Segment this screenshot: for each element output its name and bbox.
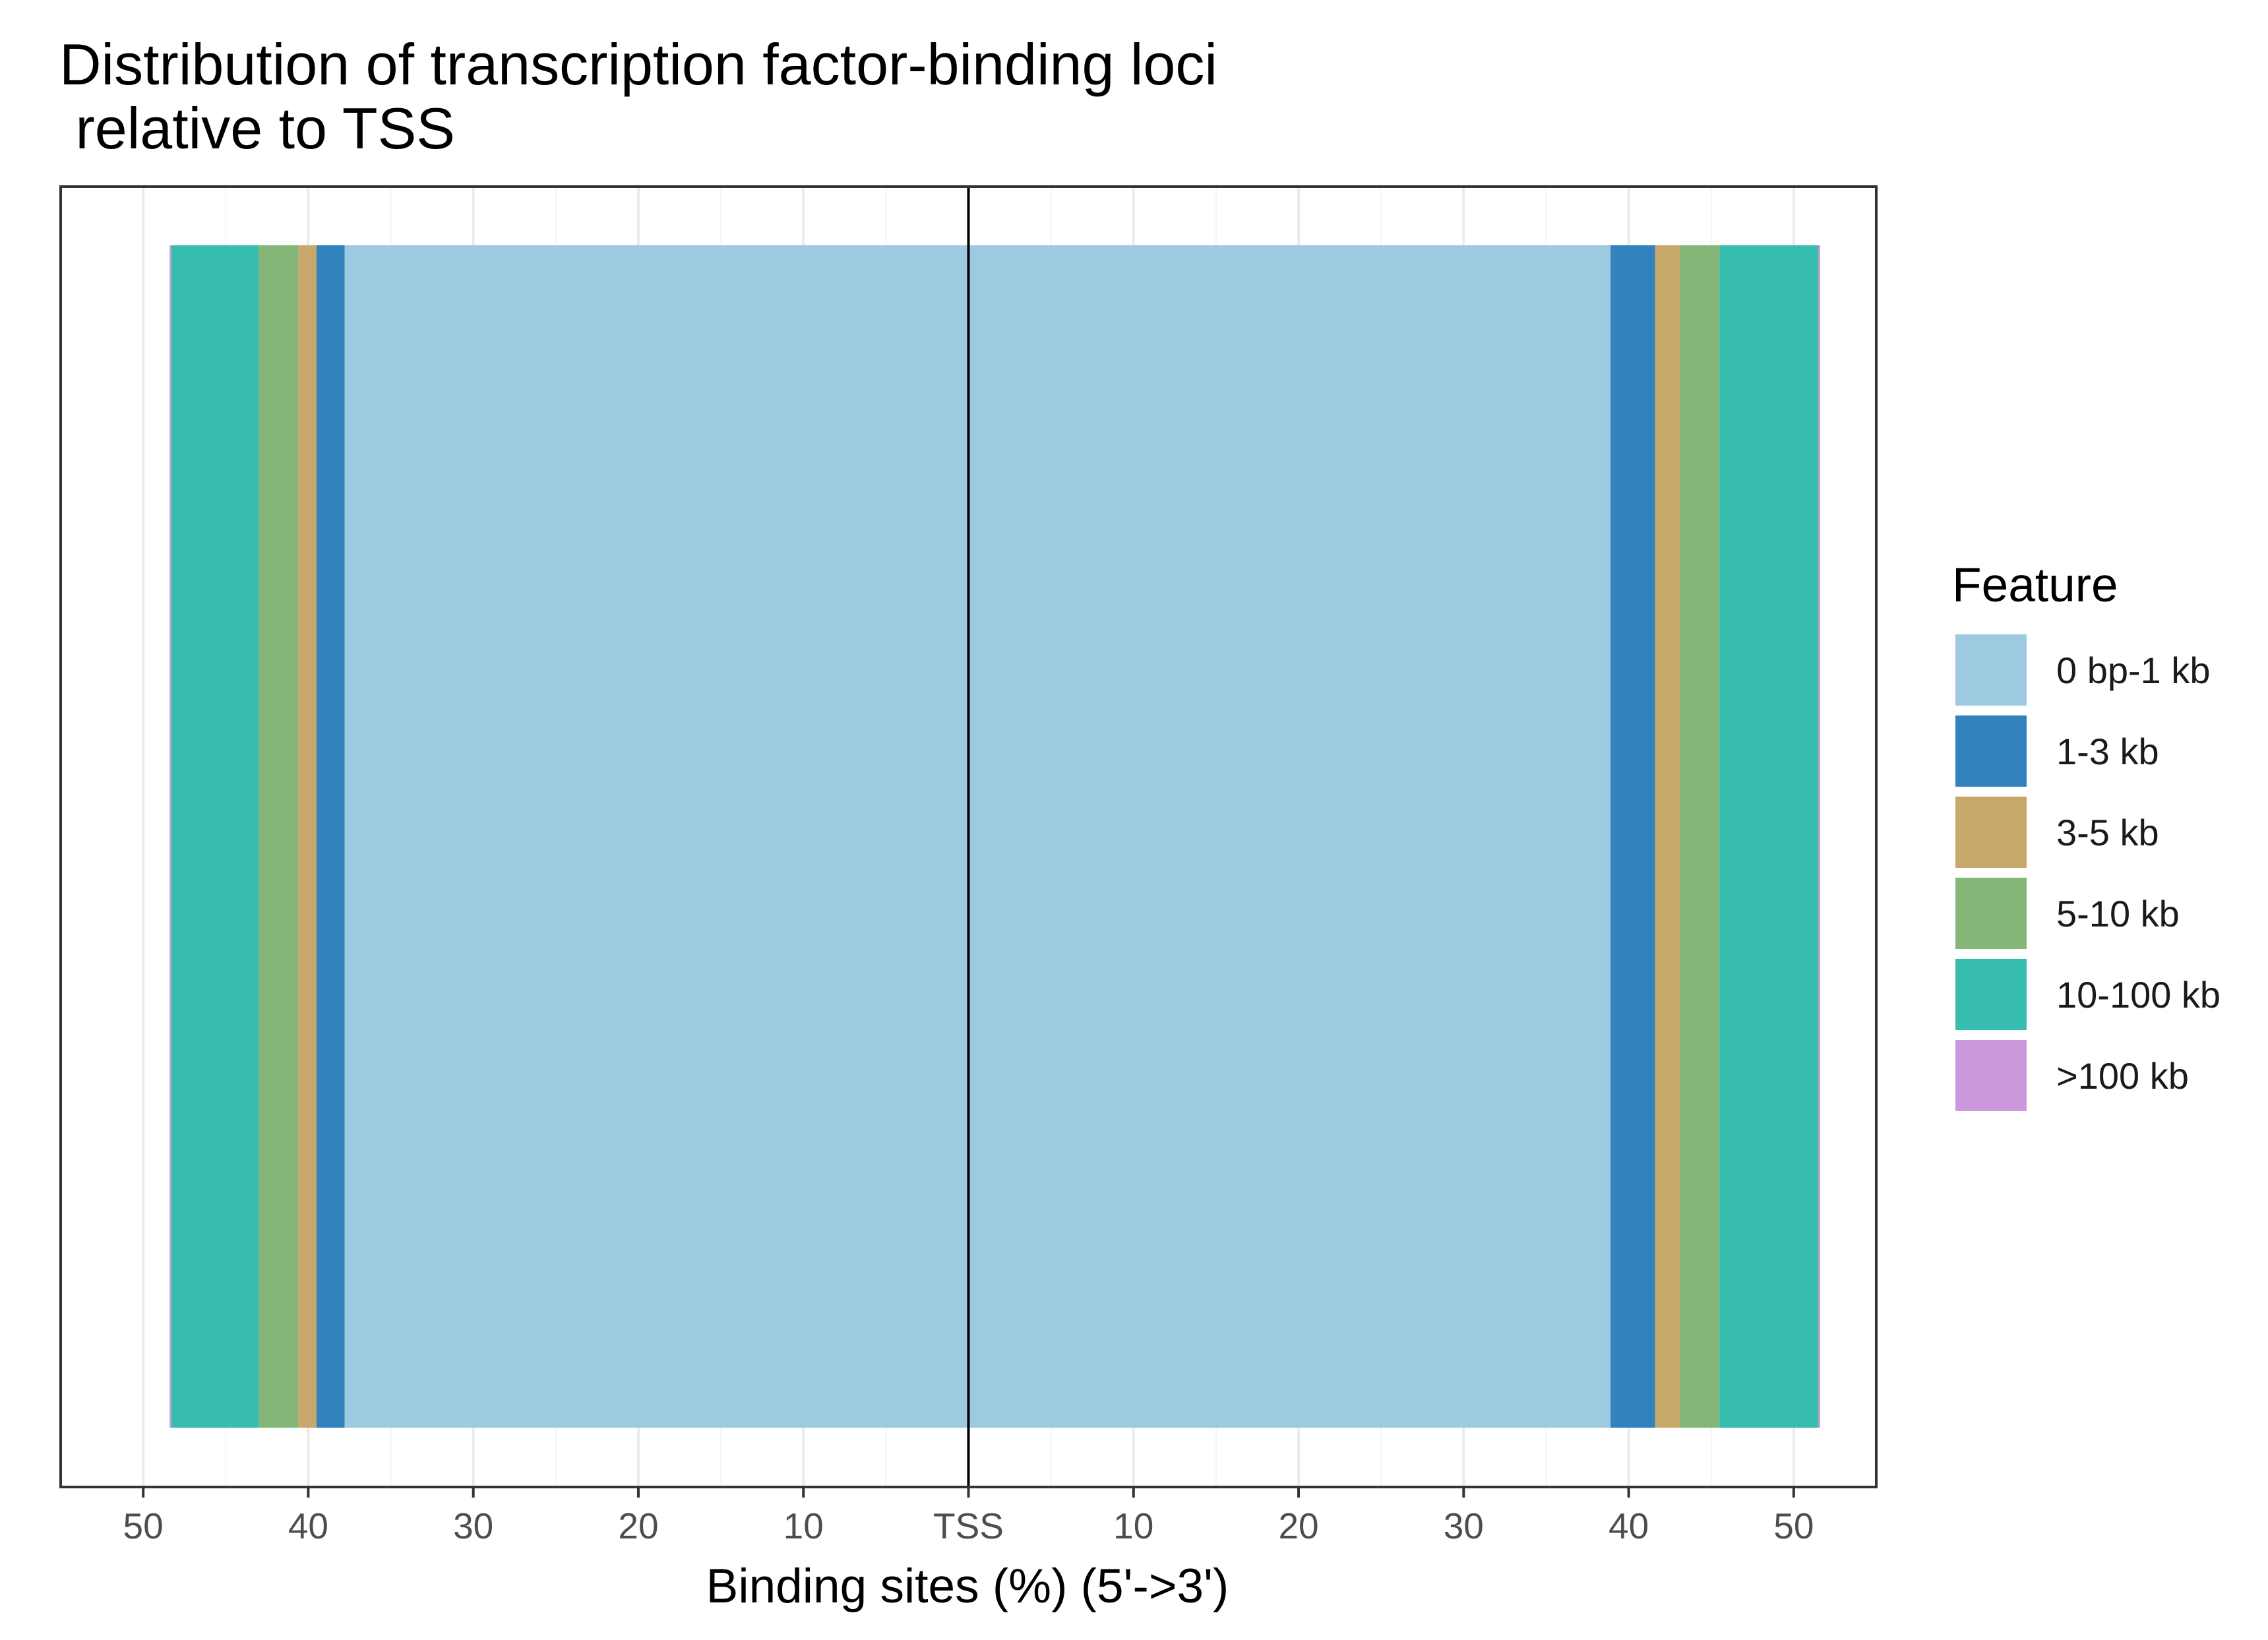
bar-upstream-0 bbox=[344, 245, 969, 1428]
x-tick-label: 50 bbox=[123, 1505, 164, 1546]
bar-upstream-2 bbox=[298, 245, 317, 1428]
x-tick-label: 10 bbox=[783, 1505, 824, 1546]
legend-key-1 bbox=[1955, 715, 2027, 787]
x-tick-label: 20 bbox=[1278, 1505, 1318, 1546]
chart-title-line-2: relative to TSS bbox=[59, 96, 455, 161]
legend-title: Feature bbox=[1952, 559, 2118, 612]
bar-upstream-5 bbox=[169, 245, 171, 1428]
legend-label-0: 0 bp-1 kb bbox=[2056, 650, 2211, 691]
x-tick-label: 30 bbox=[1444, 1505, 1484, 1546]
x-tick-label: 30 bbox=[453, 1505, 493, 1546]
chart-title-line-1: Distribution of transcription factor-bin… bbox=[59, 32, 1217, 97]
bar-upstream-4 bbox=[171, 245, 259, 1428]
legend-label-1: 1-3 kb bbox=[2056, 731, 2159, 772]
bar-downstream-4 bbox=[1719, 245, 1819, 1428]
legend-label-3: 5-10 kb bbox=[2056, 893, 2180, 934]
legend-label-2: 3-5 kb bbox=[2056, 812, 2159, 853]
bar-downstream-5 bbox=[1818, 245, 1820, 1428]
legend-label-4: 10-100 kb bbox=[2056, 974, 2221, 1016]
x-axis-ticks: 50 40 30 20 10 TSS 10 20 30 40 50 bbox=[123, 1487, 1814, 1546]
x-tick-label: 40 bbox=[288, 1505, 328, 1546]
legend-key-3 bbox=[1955, 878, 2027, 949]
x-tick-label: TSS bbox=[933, 1505, 1004, 1546]
legend-key-2 bbox=[1955, 797, 2027, 868]
legend: Feature 0 bp-1 kb 1-3 kb 3-5 kb 5-10 kb 10-1… bbox=[1952, 559, 2221, 1111]
x-tick-label: 50 bbox=[1773, 1505, 1814, 1546]
bar-downstream-3 bbox=[1680, 245, 1720, 1428]
legend-key-4 bbox=[1955, 959, 2027, 1030]
legend-items: 0 bp-1 kb 1-3 kb 3-5 kb 5-10 kb 10-100 kb >10… bbox=[1955, 634, 2221, 1111]
bar-downstream-0 bbox=[968, 245, 1611, 1428]
legend-key-0 bbox=[1955, 634, 2027, 706]
x-tick-label: 40 bbox=[1609, 1505, 1649, 1546]
x-tick-label: 20 bbox=[618, 1505, 658, 1546]
x-tick-label: 10 bbox=[1113, 1505, 1153, 1546]
bar-downstream-1 bbox=[1610, 245, 1655, 1428]
bar-upstream-1 bbox=[316, 245, 345, 1428]
bar-downstream-2 bbox=[1655, 245, 1680, 1428]
bar-upstream-3 bbox=[259, 245, 299, 1428]
x-axis-title: Binding sites (%) (5'->3') bbox=[706, 1560, 1229, 1613]
legend-key-5 bbox=[1955, 1040, 2027, 1111]
legend-label-5: >100 kb bbox=[2056, 1055, 2189, 1097]
stacked-bars bbox=[169, 245, 1820, 1428]
